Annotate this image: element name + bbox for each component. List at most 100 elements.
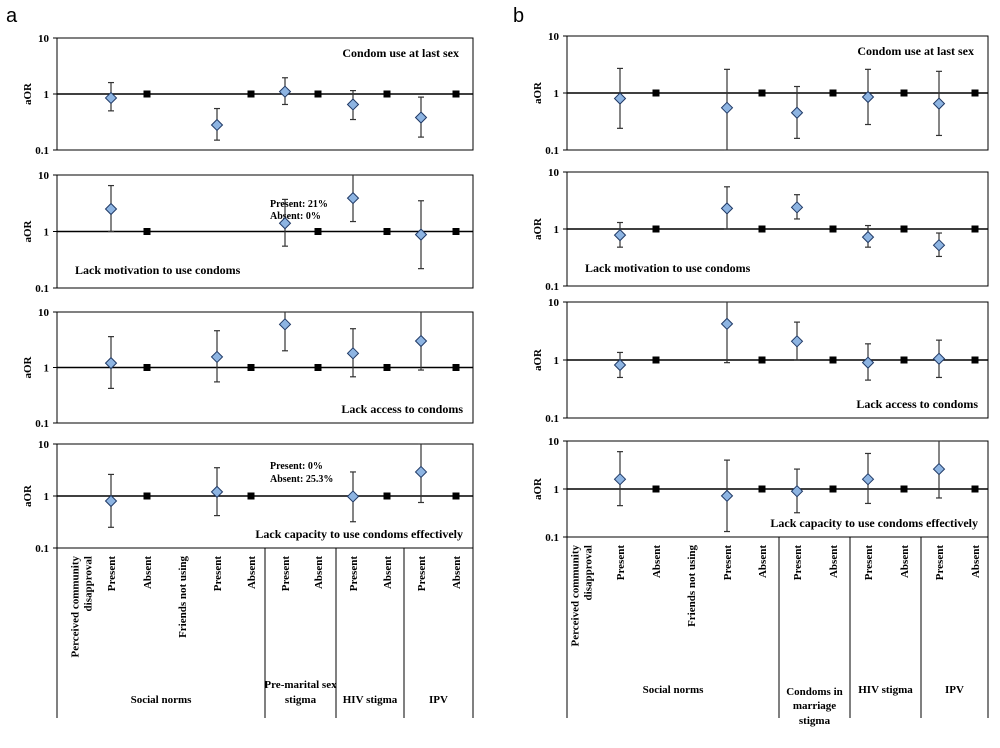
category-label: Absent [142,556,154,589]
category-label: Present [212,556,224,592]
subplot: 10 1 0.1 aOR Lack access to condoms [532,297,989,425]
group-label: HIV stigma [343,694,398,706]
point-estimate-diamond [613,228,627,242]
reference-square [383,90,391,98]
subplot-title: Lack access to condoms [341,402,463,416]
y-axis-label: aOR [532,348,544,371]
reference-square [900,485,908,493]
y-axis-label: aOR [22,219,34,242]
point-estimate-diamond [861,356,875,369]
panel-label: a [6,5,18,27]
point-estimate-diamond [414,465,428,479]
category-label: Absent [382,556,394,589]
point-estimate-diamond [790,201,804,214]
point-estimate-diamond [790,484,804,498]
category-label: Present [416,556,428,592]
subplot: 10 1 0.1 aOR Condom use at last sex [22,33,474,157]
point-estimate-diamond [210,118,224,132]
y-tick-label: 0.1 [545,532,559,544]
group-label: IPV [429,694,448,706]
point-estimate-diamond [932,238,946,252]
point-estimate-diamond [210,485,224,499]
point-estimate-diamond [104,202,118,216]
subplot: 10 1 0.1 aOR Lack access to condoms [22,307,474,430]
point-estimate-diamond [278,85,292,98]
point-estimate-diamond [861,90,875,104]
y-axis-label: aOR [532,217,544,240]
y-tick-label: 0.1 [35,145,49,157]
point-estimate-diamond [790,335,804,348]
category-label: Perceived community [70,556,82,658]
point-estimate-diamond [720,489,734,503]
subplot-note: Present: 21% [270,199,328,210]
y-tick-label: 0.1 [35,418,49,430]
point-estimate-diamond [720,317,734,331]
y-tick-label: 10 [548,167,560,179]
subplot-title: Lack capacity to use condoms effectively [770,516,978,530]
reference-square [452,364,460,371]
reference-square [383,492,391,500]
y-tick-label: 1 [554,484,560,496]
y-axis-label: aOR [532,477,544,500]
reference-square [900,356,908,364]
y-tick-label: 1 [554,355,560,367]
category-label: Absent [246,556,258,589]
reference-square [829,485,837,493]
category-label: Present [280,556,292,592]
category-label: Absent [970,545,982,578]
point-estimate-diamond [346,98,360,111]
category-label: Present [348,556,360,592]
group-label: marriage [793,700,836,712]
reference-square [758,485,766,493]
subplot-title: Lack motivation to use condoms [585,261,751,275]
y-tick-label: 0.1 [545,281,559,293]
reference-square [652,356,660,364]
category-table: Perceived community disapproval Present Abs… [56,548,474,718]
reference-square [829,225,837,233]
category-label: Perceived community [570,545,582,647]
point-estimate-diamond [720,202,734,215]
subplot-title: Lack motivation to use condoms [75,263,241,277]
point-estimate-diamond [613,358,627,372]
y-tick-label: 10 [38,33,50,45]
subplot-note: Present: 0% [270,461,323,472]
y-tick-label: 1 [554,88,560,100]
point-estimate-diamond [932,352,946,365]
reference-square [383,228,391,235]
subplot-title: Condom use at last sex [342,46,459,60]
point-estimate-diamond [414,228,428,241]
y-tick-label: 10 [548,436,560,448]
reference-square [652,485,660,493]
category-label: Present [792,545,804,581]
point-estimate-diamond [104,356,118,370]
y-axis-label: aOR [22,355,34,378]
category-label: Absent [651,545,663,578]
reference-square [452,228,460,235]
point-estimate-diamond [210,350,224,364]
category-label: Absent [313,556,325,589]
y-axis-label: aOR [532,81,544,104]
y-tick-label: 1 [44,491,50,503]
group-label: stigma [285,694,317,706]
reference-square [247,90,255,98]
panel-a: a 10 1 0.1 aOR Condom use at last sex 10 1 0.1 aO… [6,5,474,718]
y-tick-label: 0.1 [35,543,49,555]
group-label: HIV stigma [858,684,913,696]
reference-square [971,485,979,493]
y-tick-label: 10 [38,307,50,319]
group-label: stigma [799,715,831,727]
category-label: Absent [899,545,911,578]
category-label: Friends not using [177,556,189,638]
group-label: Pre-marital sex [264,679,337,691]
category-label: Present [615,545,627,581]
category-label: Absent [451,556,463,589]
subplot: 10 1 0.1 aOR Lack capacity to use condoms ef… [532,436,989,544]
subplot-title: Lack capacity to use condoms effectively [255,527,463,541]
subplot: 10 1 0.1 aOR Condom use at last sex [532,31,989,157]
reference-square [758,356,766,364]
point-estimate-diamond [104,91,118,105]
subplot-title: Lack access to condoms [856,397,978,411]
point-estimate-diamond [278,217,292,230]
reference-square [247,364,255,371]
